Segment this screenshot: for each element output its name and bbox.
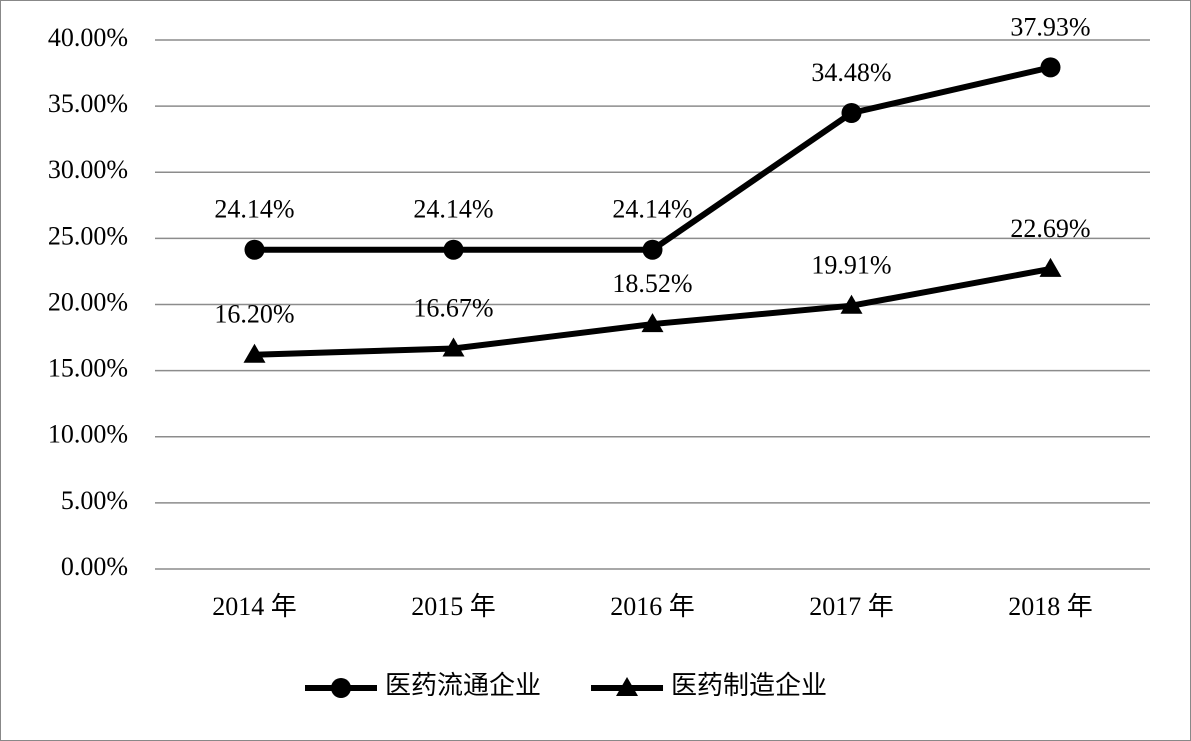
point-marker xyxy=(244,239,265,260)
y-tick-label: 5.00% xyxy=(61,486,128,515)
point-marker xyxy=(841,103,862,124)
point-marker xyxy=(840,294,863,314)
point-marker xyxy=(642,239,663,260)
data-label: 22.69% xyxy=(1010,214,1090,243)
y-tick-label: 35.00% xyxy=(48,89,128,118)
y-tick-label: 30.00% xyxy=(48,155,128,184)
data-label: 24.14% xyxy=(413,195,493,224)
y-tick-label: 10.00% xyxy=(48,420,128,449)
legend-label: 医药流通企业 xyxy=(385,671,541,700)
data-label: 16.20% xyxy=(214,300,294,329)
point-marker xyxy=(442,337,465,357)
data-label: 37.93% xyxy=(1010,12,1090,41)
point-marker xyxy=(443,239,464,260)
x-tick-label: 2018 年 xyxy=(1008,592,1093,621)
y-tick-label: 20.00% xyxy=(48,287,128,316)
legend-label: 医药制造企业 xyxy=(671,671,827,700)
data-label: 18.52% xyxy=(612,269,692,298)
x-tick-label: 2015 年 xyxy=(411,592,496,621)
data-label: 24.14% xyxy=(612,195,692,224)
data-label: 24.14% xyxy=(214,195,294,224)
point-marker xyxy=(1039,257,1062,277)
y-tick-label: 15.00% xyxy=(48,354,128,383)
data-label: 16.67% xyxy=(413,294,493,323)
y-tick-label: 0.00% xyxy=(61,552,128,581)
legend-marker xyxy=(331,678,351,698)
point-marker xyxy=(641,313,664,333)
x-tick-label: 2014 年 xyxy=(212,592,297,621)
point-marker xyxy=(243,343,266,363)
legend-marker xyxy=(616,677,639,696)
data-label: 34.48% xyxy=(811,58,891,87)
x-tick-label: 2016 年 xyxy=(610,592,695,621)
y-tick-label: 40.00% xyxy=(48,23,128,52)
data-label: 19.91% xyxy=(811,251,891,280)
point-marker xyxy=(1040,57,1061,78)
x-tick-label: 2017 年 xyxy=(809,592,894,621)
y-tick-label: 25.00% xyxy=(48,221,128,250)
